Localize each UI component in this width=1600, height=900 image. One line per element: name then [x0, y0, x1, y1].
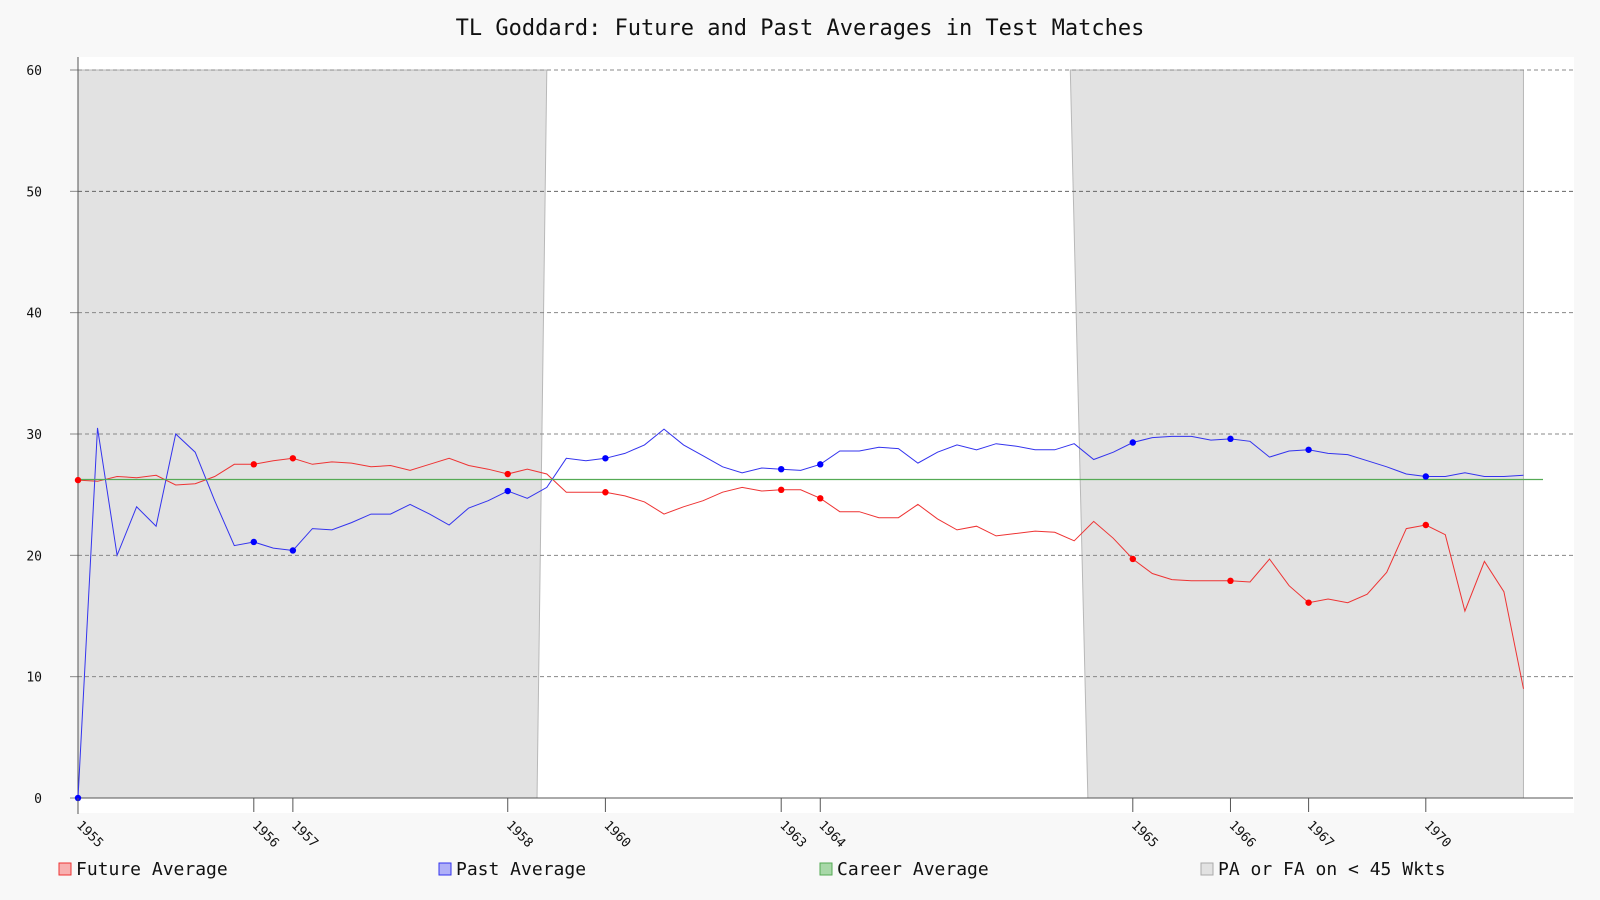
legend-label-future: Future Average [76, 859, 228, 880]
y-tick-label: 20 [26, 549, 42, 564]
y-tick-label: 40 [26, 307, 42, 322]
marker-past-average [250, 538, 257, 546]
marker-future-average [250, 461, 257, 468]
marker-future-average [1129, 555, 1137, 563]
marker-past-average [504, 487, 511, 495]
marker-future-average [1305, 599, 1312, 606]
marker-future-average [74, 476, 82, 484]
series-line-past-average [77, 427, 1524, 799]
y-tick-label: 0 [34, 792, 42, 807]
y-tick-label: 50 [26, 185, 42, 200]
legend-swatch-career [819, 862, 833, 876]
y-tick-labels: 0 10 20 30 40 50 60 [26, 64, 42, 807]
chart-title: TL Goddard: Future and Past Averages in … [456, 16, 1145, 41]
legend-swatch-future [58, 862, 72, 876]
y-tick-label: 10 [26, 671, 42, 686]
legend-item-future[interactable]: Future Average [58, 859, 228, 880]
marker-future-average [778, 486, 785, 494]
series [77, 427, 1543, 799]
legend-item-shaded[interactable]: PA or FA on < 45 Wkts [1200, 859, 1446, 880]
legend-label-past: Past Average [456, 859, 586, 880]
marker-past-average [602, 455, 609, 462]
marker-past-average [817, 461, 824, 468]
marker-past-average [778, 465, 785, 473]
marker-future-average [504, 470, 511, 478]
marker-future-average [817, 495, 824, 502]
legend-swatch-shaded [1200, 862, 1214, 876]
legend: Future Average Past Average Career Avera… [58, 859, 1446, 880]
marker-future-average [289, 455, 297, 462]
marker-past-average [1227, 435, 1234, 443]
legend-label-shaded: PA or FA on < 45 Wkts [1218, 859, 1446, 880]
marker-past-average [1422, 473, 1430, 480]
marker-past-average [289, 547, 297, 554]
y-tick-label: 30 [26, 428, 42, 443]
legend-swatch-past [438, 862, 452, 876]
marker-past-average [1129, 439, 1137, 446]
markers [74, 435, 1430, 802]
legend-label-career: Career Average [837, 859, 989, 880]
marker-future-average [602, 489, 609, 496]
marker-future-average [1227, 577, 1234, 585]
axes [77, 57, 1573, 814]
legend-item-career[interactable]: Career Average [819, 859, 989, 880]
y-tick-label: 60 [26, 64, 42, 79]
marker-future-average [1422, 521, 1430, 529]
series-line-future-average [77, 457, 1524, 689]
grid-lines [70, 69, 1573, 799]
legend-item-past[interactable]: Past Average [438, 859, 586, 880]
marker-past-average [1305, 446, 1312, 453]
